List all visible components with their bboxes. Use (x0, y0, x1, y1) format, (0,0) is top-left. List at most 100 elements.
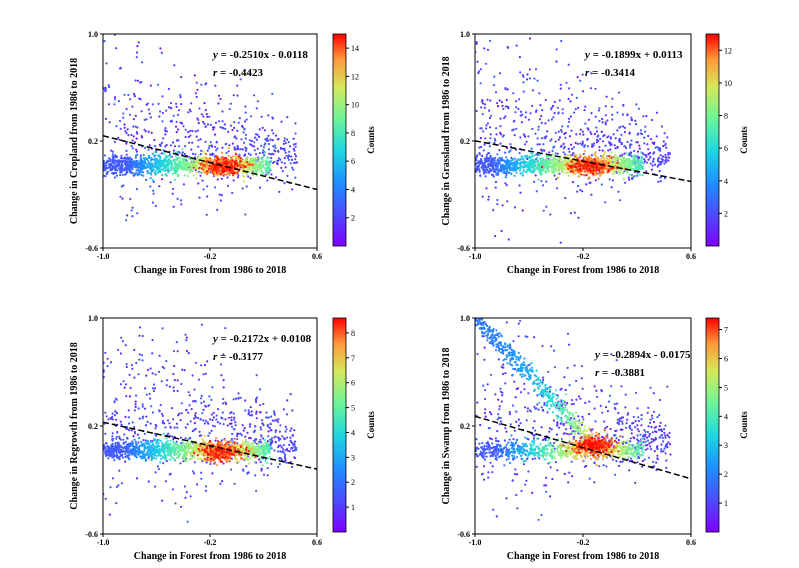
scatter-point (229, 412, 232, 415)
scatter-point (190, 148, 193, 151)
scatter-point (479, 82, 482, 85)
scatter-point (550, 162, 553, 165)
colorbar-tick-label: 4 (351, 185, 355, 194)
scatter-point (176, 113, 180, 116)
scatter-point (136, 45, 139, 48)
scatter-point (135, 150, 138, 153)
scatter-point (244, 111, 247, 114)
scatter-point (113, 103, 116, 106)
scatter-point (598, 169, 601, 172)
scatter-point (179, 121, 182, 124)
scatter-point (620, 141, 623, 144)
scatter-point (202, 150, 205, 153)
scatter-point (247, 412, 250, 416)
scatter-point (162, 149, 165, 152)
scatter-point (191, 141, 194, 144)
scatter-point (137, 407, 140, 410)
scatter-point (279, 147, 283, 150)
scatter-point (613, 170, 616, 173)
scatter-point (537, 125, 540, 128)
scatter-point (199, 172, 202, 175)
regression-line (475, 140, 691, 183)
scatter-point (633, 149, 636, 153)
scatter-point (628, 152, 631, 155)
scatter-point (169, 425, 172, 429)
scatter-point (611, 113, 614, 116)
scatter-point (533, 162, 537, 165)
scatter-point (117, 136, 120, 139)
scatter-point (504, 115, 507, 118)
scatter-point (509, 143, 512, 146)
scatter-point (511, 162, 514, 165)
scatter-point (493, 137, 496, 140)
scatter-point (485, 156, 488, 159)
scatter-point (605, 95, 608, 98)
scatter-point (191, 374, 194, 377)
scatter-point (117, 167, 120, 170)
scatter-point (204, 152, 208, 156)
scatter-point (271, 139, 274, 142)
scatter-point (129, 98, 132, 101)
scatter-point (222, 423, 225, 426)
scatter-point (260, 115, 263, 118)
scatter-point (202, 419, 205, 422)
scatter-point (546, 130, 549, 133)
scatter-point (614, 154, 617, 157)
scatter-point (588, 176, 591, 179)
scatter-point (188, 141, 191, 144)
scatter-point (294, 155, 298, 158)
scatter-point (171, 164, 174, 167)
scatter-point (557, 130, 560, 133)
scatter-point (273, 419, 276, 422)
scatter-point (255, 138, 259, 141)
scatter-point (272, 410, 276, 413)
scatter-point (572, 146, 576, 149)
scatter-point (188, 108, 191, 111)
scatter-point (202, 400, 206, 403)
scatter-point (171, 488, 175, 491)
scatter-point (160, 159, 163, 162)
scatter-point (126, 128, 129, 131)
scatter-point (262, 155, 265, 158)
scatter-point (109, 160, 112, 163)
scatter-point (294, 158, 297, 161)
scatter-point (584, 122, 587, 125)
colorbar-tick-label: 12 (724, 46, 732, 55)
scatter-point (526, 157, 529, 160)
scatter-point (109, 158, 112, 161)
scatter-point (605, 157, 608, 160)
scatter-point (616, 161, 619, 164)
scatter-point (533, 164, 536, 167)
scatter-point (601, 157, 604, 160)
scatter-point (608, 155, 611, 158)
scatter-point (483, 157, 486, 160)
scatter-point (147, 108, 150, 111)
scatter-point (499, 125, 502, 128)
scatter-point (239, 156, 242, 159)
scatter-point (628, 173, 632, 176)
scatter-point (142, 171, 145, 174)
scatter-point (575, 162, 578, 166)
scatter-point (183, 485, 187, 488)
scatter-point (175, 105, 178, 108)
scatter-point (586, 138, 589, 141)
scatter-point (567, 147, 570, 150)
scatter-point (222, 386, 225, 389)
scatter-point (216, 178, 219, 181)
scatter-point (160, 51, 163, 55)
scatter-point (131, 172, 134, 175)
scatter-point (212, 416, 215, 419)
scatter-point (494, 180, 498, 184)
scatter-point (519, 166, 522, 170)
scatter-point (233, 146, 236, 149)
scatter-point (591, 170, 595, 173)
scatter-point (181, 151, 184, 154)
scatter-point (529, 166, 532, 169)
scatter-point (243, 426, 246, 430)
scatter-point (168, 422, 171, 425)
scatter-point (169, 160, 172, 163)
scatter-point (120, 170, 123, 173)
scatter-point (230, 425, 234, 428)
scatter-point (260, 144, 263, 147)
